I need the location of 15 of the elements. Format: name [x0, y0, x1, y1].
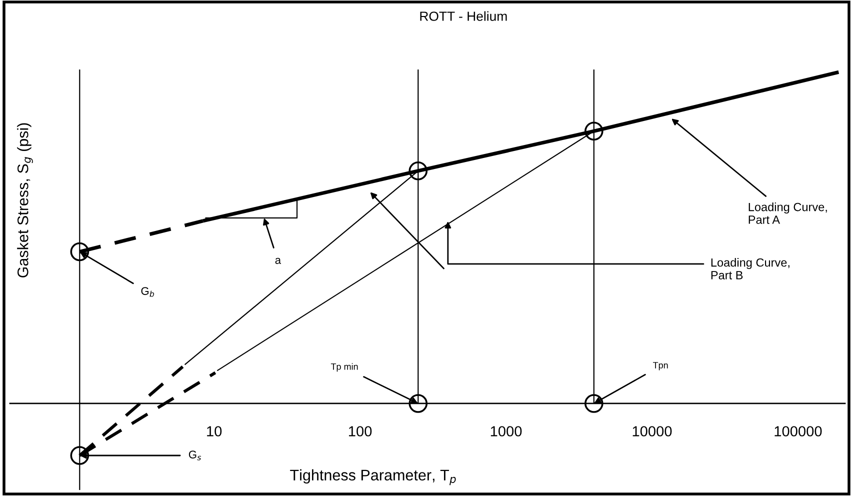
x-axis-title: Tightness Parameter, T$_{p}$	[290, 469, 456, 486]
annotation: Loading Curve, Part A	[748, 202, 827, 224]
annotation: a	[275, 258, 282, 264]
x-tick-label: 10000	[632, 426, 672, 436]
x-tick-label: 1000	[490, 426, 522, 436]
annotation: G$_{s}$	[188, 450, 202, 460]
x-tick-label: 10	[207, 426, 222, 436]
chart-title: ROTT - Helium	[420, 11, 507, 21]
y-axis-title: Gasket Stress, S$_{g}$ (psi)	[17, 123, 33, 278]
annotation: Tp min	[330, 363, 358, 372]
annotation: Loading Curve, Part B	[711, 258, 790, 280]
annotation: Tpn	[652, 362, 668, 370]
x-tick-label: 100000	[774, 426, 822, 436]
x-tick-label: 100	[348, 426, 372, 436]
annotation: G$_{b}$	[141, 287, 154, 297]
